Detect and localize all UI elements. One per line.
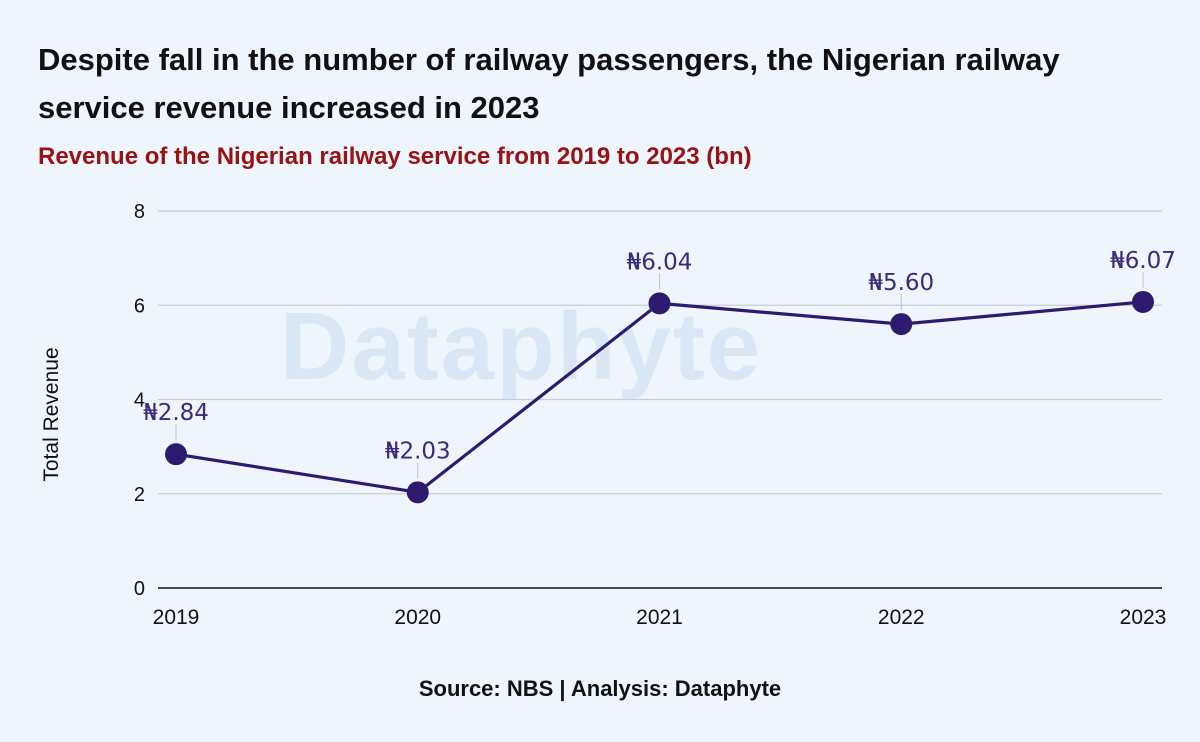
y-tick-label: 8	[134, 201, 145, 223]
data-label: ₦6.07	[1110, 248, 1176, 274]
y-tick-label: 4	[134, 390, 145, 412]
y-axis-label: Total Revenue	[40, 347, 63, 481]
x-tick-label: 2020	[394, 606, 441, 629]
chart-subtitle: Revenue of the Nigerian railway service …	[38, 143, 752, 170]
y-tick-label: 2	[134, 484, 145, 506]
data-point	[165, 443, 187, 466]
x-tick-label: 2021	[636, 606, 683, 629]
data-point	[648, 292, 671, 315]
x-tick-label: 2019	[153, 606, 200, 629]
data-point	[1132, 290, 1154, 313]
data-label: ₦2.03	[385, 438, 451, 464]
x-tick-label: 2022	[878, 606, 925, 629]
data-point	[406, 481, 429, 504]
y-tick-label: 6	[134, 295, 145, 317]
source-note: Source: NBS | Analysis: Dataphyte	[418, 676, 782, 701]
chart-title: Despite fall in the number of railway pa…	[38, 42, 1060, 125]
data-label: ₦5.60	[868, 270, 934, 296]
data-label: ₦2.84	[143, 400, 209, 426]
watermark-logo: Dataphyte	[280, 293, 763, 400]
data-label: ₦6.04	[627, 249, 693, 275]
data-point	[890, 313, 913, 336]
series-line	[174, 300, 1145, 494]
y-tick-label: 0	[134, 578, 145, 600]
x-tick-label: 2023	[1120, 606, 1167, 629]
